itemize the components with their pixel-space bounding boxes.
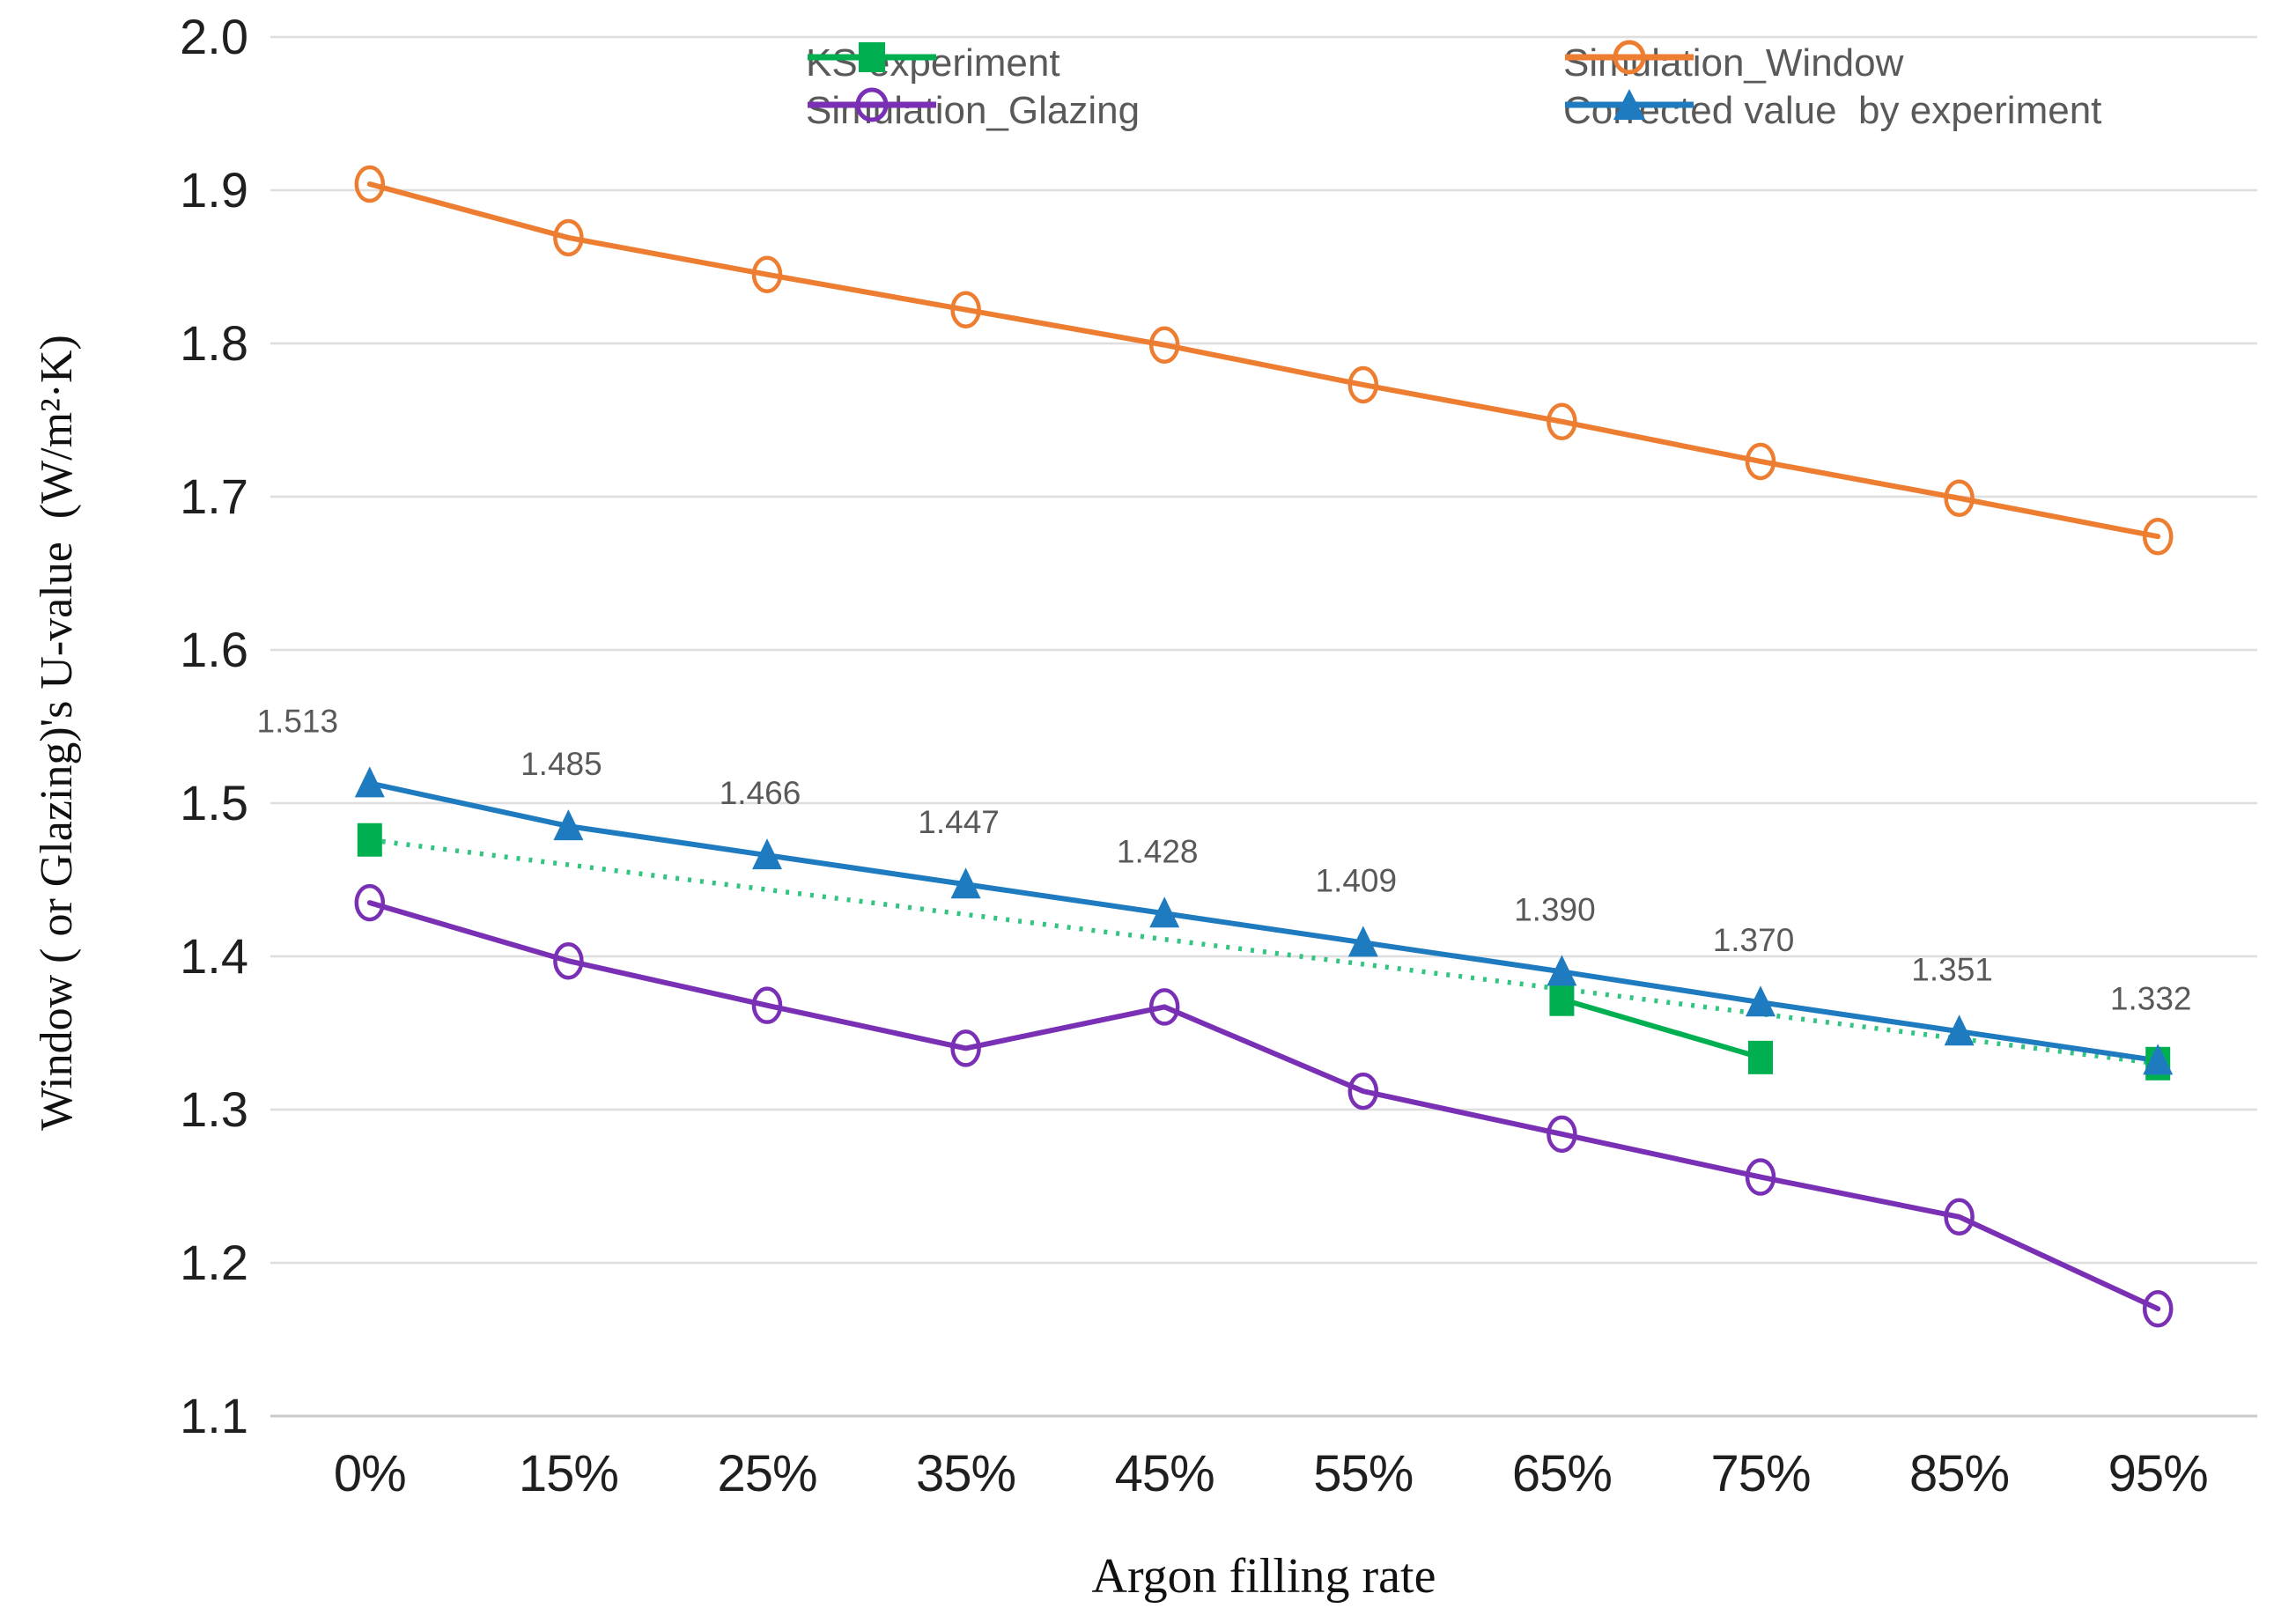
triangle-marker-icon xyxy=(354,766,385,798)
legend-item-ks-experiment[interactable]: KS experiment xyxy=(806,40,1060,87)
legend-item-simulation-window[interactable]: Simulation_Window xyxy=(1563,40,1903,87)
data-label: 1.332 xyxy=(2110,980,2192,1016)
y-axis-tick-label: 1.8 xyxy=(180,315,248,371)
x-axis-tick-label: 25% xyxy=(717,1445,816,1502)
data-label: 1.513 xyxy=(257,703,339,739)
legend-item-corrected-value[interactable]: Corrected value by experiment xyxy=(1563,87,2101,135)
triangle-marker-icon xyxy=(1547,955,1577,986)
x-axis-title: Argon filling rate xyxy=(1091,1549,1436,1604)
triangle-marker-icon xyxy=(1149,896,1180,928)
x-axis-tick-label: 85% xyxy=(1909,1445,2009,1502)
series-line xyxy=(366,780,2161,1064)
x-axis-tick-label: 75% xyxy=(1710,1445,1810,1502)
x-axis-tick-label: 35% xyxy=(916,1445,1015,1502)
open-circle-marker-icon xyxy=(751,986,783,1024)
y-axis-tick-label: 1.6 xyxy=(180,622,248,677)
open-circle-marker-icon xyxy=(1148,988,1180,1026)
square-marker-icon xyxy=(1748,1040,1773,1074)
y-axis-tick-label: 1.3 xyxy=(180,1081,248,1137)
data-label: 1.409 xyxy=(1316,862,1398,898)
y-axis-tick-label: 1.4 xyxy=(180,928,248,984)
x-axis-tick-label: 15% xyxy=(519,1445,618,1502)
legend-item-simulation-glazing[interactable]: Simulation_Glazing xyxy=(806,87,1140,135)
legend-label-corrected-value: Corrected value by experiment xyxy=(1563,89,2102,132)
data-label: 1.447 xyxy=(918,804,1000,840)
series-line xyxy=(366,181,2161,540)
x-axis-tick-label: 95% xyxy=(2108,1445,2208,1502)
open-circle-marker-icon xyxy=(1148,326,1180,364)
data-label: 1.351 xyxy=(1911,951,1993,987)
y-axis-tick-label: 2.0 xyxy=(180,9,248,64)
open-circle-marker-icon xyxy=(950,1029,981,1067)
triangle-marker-icon xyxy=(1347,926,1378,957)
data-label: 1.390 xyxy=(1514,891,1596,927)
y-axis-tick-label: 1.7 xyxy=(180,468,248,524)
y-axis-tick-label: 1.2 xyxy=(180,1235,248,1290)
legend-label-ks-experiment: KS experiment xyxy=(806,41,1060,85)
y-axis-title: Window ( or Glazing)'s U-value (W/m²·K) xyxy=(32,335,82,1131)
triangle-marker-icon xyxy=(2143,1044,2174,1075)
open-circle-marker-icon xyxy=(354,883,386,922)
y-axis-tick-label: 1.1 xyxy=(180,1388,248,1443)
data-label: 1.485 xyxy=(520,746,602,782)
open-circle-marker-icon xyxy=(1347,365,1379,404)
data-label: 1.466 xyxy=(720,775,801,811)
open-circle-marker-icon xyxy=(1944,479,1975,517)
open-circle-marker-icon xyxy=(1944,1198,1975,1236)
data-label: 1.428 xyxy=(1117,833,1199,869)
series-line xyxy=(366,900,2161,1312)
purple-circle-line-icon xyxy=(808,87,936,122)
x-axis-tick-label: 55% xyxy=(1313,1445,1413,1502)
open-circle-marker-icon xyxy=(1347,1072,1379,1110)
open-circle-marker-icon xyxy=(751,255,783,293)
ks-solid-segment-line xyxy=(1561,996,1761,1060)
triangle-marker-icon xyxy=(752,838,782,870)
ks-dotted-trend-line xyxy=(369,837,2159,1066)
y-axis-tick-label: 1.9 xyxy=(180,162,248,218)
chart-legend: KS experiment Simulation_Window Simulati… xyxy=(0,0,2296,150)
green-square-line-icon xyxy=(808,42,936,72)
open-circle-marker-icon xyxy=(1745,442,1776,481)
square-marker-icon xyxy=(1549,982,1575,1016)
data-label: 1.370 xyxy=(1713,922,1795,958)
square-marker-icon xyxy=(357,823,382,857)
x-axis-tick-label: 45% xyxy=(1115,1445,1214,1502)
open-circle-marker-icon xyxy=(950,291,981,328)
triangle-marker-icon xyxy=(950,867,981,899)
x-axis-tick-label: 0% xyxy=(334,1445,406,1502)
triangle-marker-icon xyxy=(553,809,584,841)
open-circle-marker-icon xyxy=(553,941,584,980)
y-axis-tick-label: 1.5 xyxy=(180,775,248,830)
orange-circle-line-icon xyxy=(1565,40,1694,75)
blue-triangle-line-icon xyxy=(1565,89,1694,120)
open-circle-marker-icon xyxy=(2142,1289,2174,1328)
open-circle-marker-icon xyxy=(2142,517,2174,556)
x-axis-tick-label: 65% xyxy=(1512,1445,1612,1502)
open-circle-marker-icon xyxy=(354,165,386,203)
open-circle-marker-icon xyxy=(553,218,584,257)
triangle-marker-icon xyxy=(1746,985,1776,1017)
open-circle-marker-icon xyxy=(1547,402,1577,440)
open-circle-marker-icon xyxy=(1547,1115,1577,1154)
open-circle-marker-icon xyxy=(1745,1158,1776,1196)
triangle-marker-icon xyxy=(1944,1014,1975,1046)
